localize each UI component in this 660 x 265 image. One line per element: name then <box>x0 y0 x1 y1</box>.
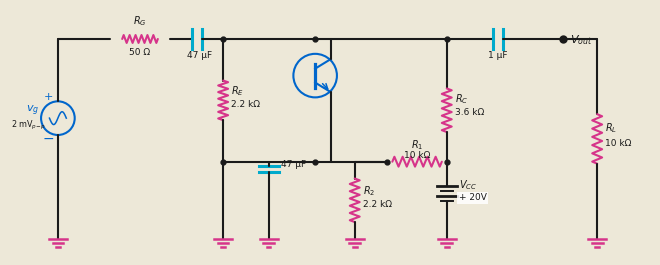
Text: 50 Ω: 50 Ω <box>129 48 150 57</box>
Text: 2 mV$_{p\mathregular{-}p}$: 2 mV$_{p\mathregular{-}p}$ <box>11 118 46 131</box>
Text: $V_{out}$: $V_{out}$ <box>570 33 593 47</box>
Text: 10 kΩ: 10 kΩ <box>605 139 632 148</box>
Text: 2.2 kΩ: 2.2 kΩ <box>362 200 391 209</box>
Text: 3.6 kΩ: 3.6 kΩ <box>455 108 484 117</box>
Text: 47 μF: 47 μF <box>280 160 306 169</box>
Text: 47 μF: 47 μF <box>187 51 212 60</box>
Text: $R_E$: $R_E$ <box>231 85 244 98</box>
Text: + 20V: + 20V <box>459 193 486 202</box>
Text: $R_L$: $R_L$ <box>605 121 617 135</box>
Text: 2.2 kΩ: 2.2 kΩ <box>231 100 260 109</box>
Text: $R_1$: $R_1$ <box>411 138 423 152</box>
Text: $v_g$: $v_g$ <box>26 104 39 118</box>
Text: 1 μF: 1 μF <box>488 51 508 60</box>
Text: +: + <box>44 92 53 102</box>
Text: 10 kΩ: 10 kΩ <box>404 151 430 160</box>
Text: $R_G$: $R_G$ <box>133 14 147 28</box>
Text: $R_C$: $R_C$ <box>455 92 468 106</box>
Text: $V_{CC}$: $V_{CC}$ <box>459 178 477 192</box>
Text: $R_2$: $R_2$ <box>362 184 375 198</box>
Text: −: − <box>42 132 54 146</box>
